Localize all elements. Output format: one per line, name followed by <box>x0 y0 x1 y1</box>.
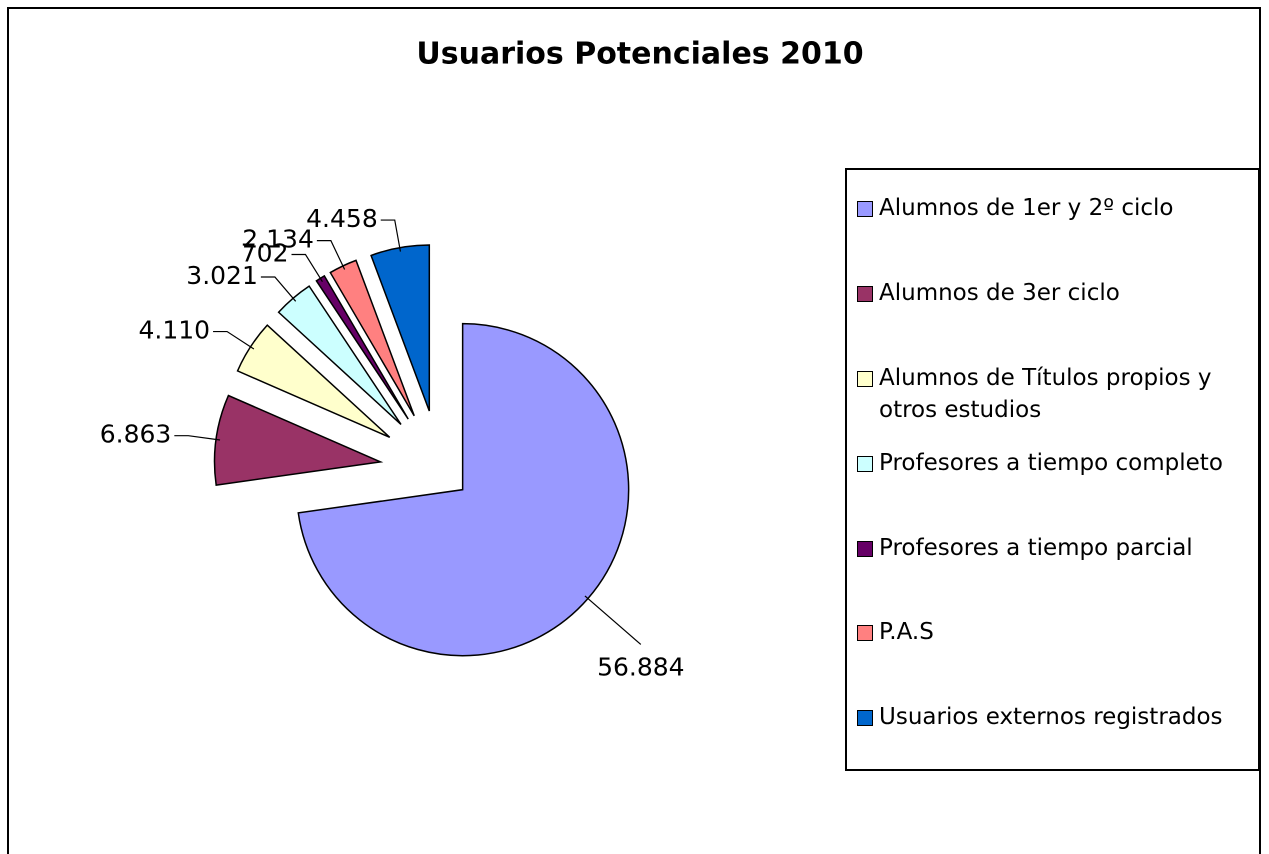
legend-entry: Usuarios externos registrados <box>857 701 1252 733</box>
legend-swatch <box>857 371 873 387</box>
data-label: 4.110 <box>138 316 210 345</box>
data-label: 3.021 <box>186 261 258 290</box>
legend-swatch <box>857 201 873 217</box>
legend-entry: Alumnos de 1er y 2º ciclo <box>857 192 1252 224</box>
data-label: 6.863 <box>100 420 172 449</box>
legend-swatch <box>857 710 873 726</box>
legend-label: Alumnos de Títulos propios y otros estud… <box>879 365 1212 423</box>
legend-swatch <box>857 625 873 641</box>
leader-line <box>380 219 402 252</box>
leader-line <box>316 240 346 270</box>
legend-entry: Profesores a tiempo parcial <box>857 532 1252 564</box>
data-label: 2.134 <box>242 225 314 254</box>
legend-swatch <box>857 456 873 472</box>
chart-title: Usuarios Potenciales 2010 <box>416 37 863 72</box>
legend-label: Alumnos de 1er y 2º ciclo <box>879 195 1174 221</box>
leader-line <box>260 276 297 302</box>
legend-swatch <box>857 286 873 302</box>
legend-label: Profesores a tiempo completo <box>879 450 1223 476</box>
legend-label: Usuarios externos registrados <box>879 704 1223 730</box>
data-label: 56.884 <box>597 652 684 681</box>
legend-label: Profesores a tiempo parcial <box>879 535 1193 561</box>
legend-label: P.A.S <box>879 619 934 645</box>
data-label: 4.458 <box>306 204 378 233</box>
leader-line <box>174 435 221 441</box>
chart-frame <box>7 7 1261 854</box>
leader-line <box>291 253 323 282</box>
legend-entry: Profesores a tiempo completo <box>857 447 1252 479</box>
leader-line <box>584 595 642 645</box>
legend-entry: Alumnos de 3er ciclo <box>857 277 1252 309</box>
legend-swatch <box>857 541 873 557</box>
legend-label: Alumnos de 3er ciclo <box>879 280 1120 306</box>
legend: Alumnos de 1er y 2º ciclo Alumnos de 3er … <box>845 168 1260 771</box>
legend-entry: P.A.S <box>857 616 1252 648</box>
data-label: 702 <box>241 239 289 268</box>
legend-entry: Alumnos de Títulos propios y otros estud… <box>857 362 1252 426</box>
leader-line <box>213 330 255 350</box>
